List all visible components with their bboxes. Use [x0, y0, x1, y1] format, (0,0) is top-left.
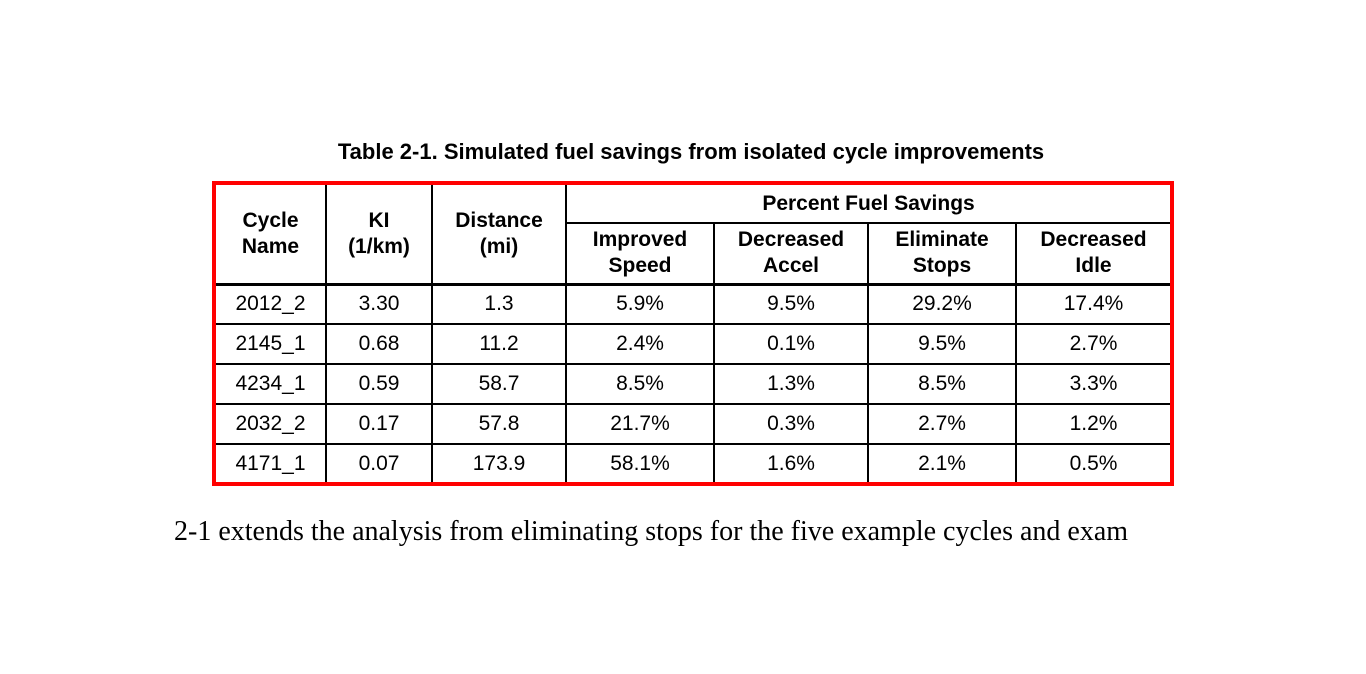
- table-cell: 9.5%: [713, 282, 869, 325]
- table-cell: 9.5%: [867, 323, 1017, 365]
- table-cell: 29.2%: [867, 282, 1017, 325]
- table-cell: 4234_1: [213, 363, 327, 405]
- col-header-decreased-idle: Decreased Idle: [1014, 222, 1174, 285]
- table-cell: 1.6%: [713, 443, 869, 485]
- table-cell: 2012_2: [213, 282, 327, 325]
- table-cell: 2145_1: [213, 323, 327, 365]
- col-header-cycle-name: Cycle Name: [213, 182, 327, 285]
- table-cell: 57.8: [431, 403, 567, 445]
- table-cell: 2.4%: [565, 323, 715, 365]
- table-row: 2032_2 0.17 57.8 21.7% 0.3% 2.7% 1.2%: [213, 403, 1174, 445]
- table-cell: 2.7%: [1014, 323, 1174, 365]
- table-cell: 0.1%: [713, 323, 869, 365]
- col-header-improved-speed: Improved Speed: [565, 222, 715, 285]
- body-text: 2-1 extends the analysis from eliminatin…: [174, 516, 1129, 547]
- col-group-header-percent-fuel-savings: Percent Fuel Savings: [564, 182, 1174, 224]
- table-row: 4234_1 0.59 58.7 8.5% 1.3% 8.5% 3.3%: [213, 363, 1174, 405]
- table-cell: 5.9%: [565, 282, 715, 325]
- table-cell: 1.3%: [713, 363, 869, 405]
- table-caption: Table 2-1. Simulated fuel savings from i…: [337, 139, 1045, 164]
- table-cell: 11.2: [431, 323, 567, 365]
- table-cell: 21.7%: [565, 403, 715, 445]
- table-cell: 0.3%: [713, 403, 869, 445]
- col-header-ki: KI (1/km): [325, 182, 433, 285]
- table-cell: 1.3: [431, 282, 567, 325]
- table-cell: 8.5%: [565, 363, 715, 405]
- table-cell: 0.68: [325, 323, 433, 365]
- table-cell: 2.1%: [867, 443, 1017, 485]
- table-cell: 1.2%: [1014, 403, 1174, 445]
- table-cell: 8.5%: [867, 363, 1017, 405]
- table-cell: 0.17: [325, 403, 433, 445]
- table-row: 4171_1 0.07 173.9 58.1% 1.6% 2.1% 0.5%: [213, 443, 1174, 485]
- col-header-eliminate-stops: Eliminate Stops: [867, 222, 1017, 285]
- table-row: 2145_1 0.68 11.2 2.4% 0.1% 9.5% 2.7%: [213, 323, 1174, 365]
- table-cell: 2032_2: [213, 403, 327, 445]
- table-cell: 3.30: [325, 282, 433, 325]
- col-header-decreased-accel: Decreased Accel: [713, 222, 869, 285]
- fuel-savings-table: Cycle Name KI (1/km) Distance (mi) Perce…: [212, 181, 1175, 486]
- table-cell: 0.59: [325, 363, 433, 405]
- col-header-distance: Distance (mi): [431, 182, 567, 285]
- table-cell: 3.3%: [1014, 363, 1174, 405]
- table-cell: 2.7%: [867, 403, 1017, 445]
- table-cell: 4171_1: [213, 443, 327, 485]
- table-row: 2012_2 3.30 1.3 5.9% 9.5% 29.2% 17.4%: [213, 282, 1174, 325]
- table-cell: 0.5%: [1014, 443, 1174, 485]
- table-cell: 0.07: [325, 443, 433, 485]
- table-cell: 58.1%: [565, 443, 715, 485]
- table-cell: 58.7: [431, 363, 567, 405]
- table-cell: 173.9: [431, 443, 567, 485]
- table-cell: 17.4%: [1014, 282, 1174, 325]
